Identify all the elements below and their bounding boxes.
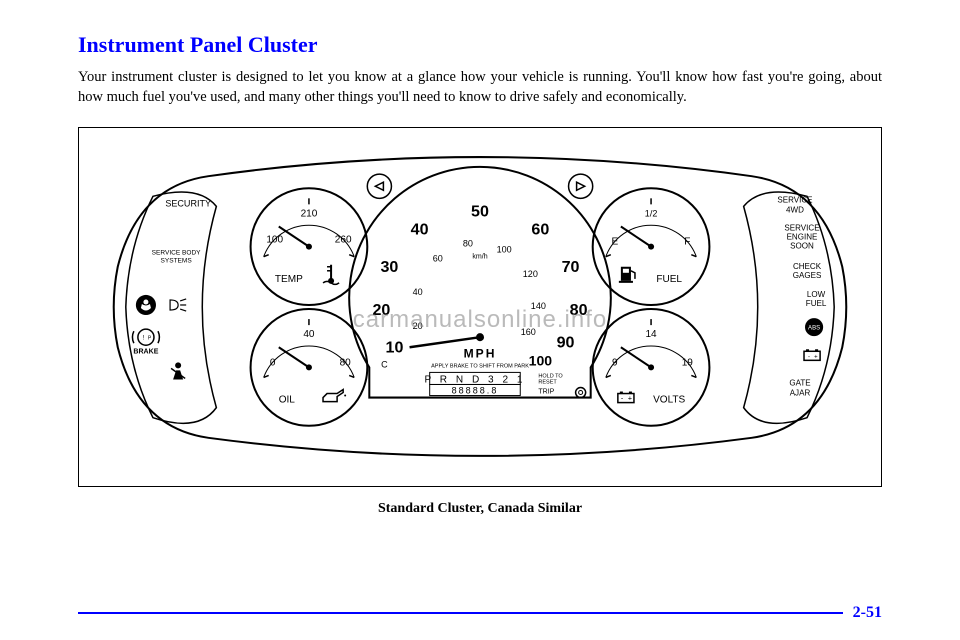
- figure-container: SECURITY SERVICE BODY SYSTEMS ! P BRAKE: [78, 127, 882, 487]
- svg-text:88888.8: 88888.8: [452, 386, 499, 396]
- svg-text:60: 60: [433, 254, 443, 264]
- svg-text:260: 260: [335, 235, 352, 246]
- svg-text:40: 40: [411, 221, 429, 239]
- svg-text:40: 40: [413, 287, 423, 297]
- service-engine-2: ENGINE: [787, 233, 818, 242]
- service-body-label-1: SERVICE BODY: [152, 250, 202, 257]
- svg-text:90: 90: [557, 333, 575, 351]
- figure-caption: Standard Cluster, Canada Similar: [78, 501, 882, 517]
- cluster-diagram: SECURITY SERVICE BODY SYSTEMS ! P BRAKE: [97, 146, 863, 468]
- service-4wd-1: SERVICE: [777, 195, 813, 204]
- svg-text:0: 0: [270, 357, 276, 368]
- gate-ajar-2: AJAR: [790, 389, 811, 398]
- svg-text:FUEL: FUEL: [656, 274, 682, 285]
- gate-ajar-1: GATE: [789, 379, 811, 388]
- svg-text:ABS: ABS: [808, 326, 820, 332]
- page-description: Your instrument cluster is designed to l…: [78, 68, 882, 107]
- check-gages-1: CHECK: [793, 262, 822, 271]
- svg-text:160: 160: [521, 327, 536, 337]
- abs-icon: ABS: [805, 318, 823, 336]
- airbag-icon: [136, 295, 156, 315]
- brake-label: BRAKE: [133, 348, 158, 355]
- svg-text:120: 120: [523, 269, 538, 279]
- svg-text:+: +: [628, 396, 632, 403]
- svg-text:C: C: [381, 360, 388, 370]
- svg-text:+: +: [814, 354, 818, 360]
- turn-right-icon: [569, 174, 593, 198]
- volts-gauge: 9 14 19 VOLTS - +: [593, 309, 710, 426]
- svg-text:OIL: OIL: [279, 395, 296, 406]
- svg-text:APPLY BRAKE TO SHIFT FROM PARK: APPLY BRAKE TO SHIFT FROM PARK: [431, 364, 529, 370]
- security-label: SECURITY: [165, 199, 211, 209]
- service-engine-3: SOON: [790, 242, 814, 251]
- svg-text:140: 140: [531, 301, 546, 311]
- svg-text:50: 50: [471, 203, 489, 221]
- brake-icon: ! P: [132, 329, 159, 345]
- svg-text:9: 9: [612, 357, 618, 368]
- svg-text:100: 100: [529, 352, 553, 368]
- svg-text:30: 30: [380, 258, 398, 276]
- svg-text:F: F: [684, 237, 690, 248]
- footer-rule: [78, 612, 843, 614]
- svg-text:100: 100: [497, 245, 512, 255]
- svg-text:70: 70: [562, 258, 580, 276]
- svg-text:80: 80: [463, 239, 473, 249]
- svg-text:210: 210: [301, 209, 318, 220]
- svg-text:TRIP: TRIP: [538, 389, 554, 396]
- speedometer: 10 20 30 40 50 60 70 80 90 100 20 40 60 …: [349, 167, 611, 398]
- svg-text:14: 14: [645, 329, 657, 340]
- svg-text:20: 20: [413, 321, 423, 331]
- turn-left-icon: [367, 174, 391, 198]
- svg-text:1/2: 1/2: [645, 209, 658, 219]
- svg-text:80: 80: [570, 301, 588, 319]
- svg-text:-: -: [808, 354, 810, 360]
- svg-text:10: 10: [386, 338, 404, 356]
- svg-text:RESET: RESET: [538, 380, 557, 386]
- battery-warn-icon: - +: [804, 349, 820, 360]
- svg-text:TEMP: TEMP: [275, 274, 303, 285]
- page-title: Instrument Panel Cluster: [78, 32, 882, 58]
- svg-text:19: 19: [682, 357, 694, 368]
- svg-text:40: 40: [303, 329, 315, 340]
- svg-text:100: 100: [266, 235, 283, 246]
- low-fuel-2: FUEL: [806, 299, 827, 308]
- seatbelt-icon: [171, 362, 185, 379]
- low-fuel-1: LOW: [807, 290, 826, 299]
- check-gages-2: GAGES: [793, 271, 822, 280]
- svg-text:80: 80: [340, 357, 352, 368]
- page-number: 2-51: [853, 604, 882, 622]
- svg-text:!: !: [143, 336, 145, 342]
- oil-gauge: 0 40 80 OIL: [251, 309, 368, 426]
- svg-text:km/h: km/h: [472, 254, 487, 261]
- page-footer: 2-51: [78, 604, 882, 622]
- svg-text:MPH: MPH: [464, 346, 497, 360]
- svg-text:VOLTS: VOLTS: [653, 395, 685, 406]
- service-body-label-2: SYSTEMS: [161, 258, 193, 265]
- svg-text:20: 20: [372, 301, 390, 319]
- svg-text:-: -: [621, 396, 624, 403]
- svg-text:60: 60: [531, 221, 549, 239]
- service-engine-1: SERVICE: [784, 224, 820, 233]
- svg-text:P R N D 3 2 1: P R N D 3 2 1: [424, 375, 525, 386]
- svg-text:P: P: [148, 336, 152, 342]
- service-4wd-2: 4WD: [786, 206, 804, 215]
- svg-text:E: E: [611, 237, 618, 248]
- headlight-icon: [170, 299, 186, 311]
